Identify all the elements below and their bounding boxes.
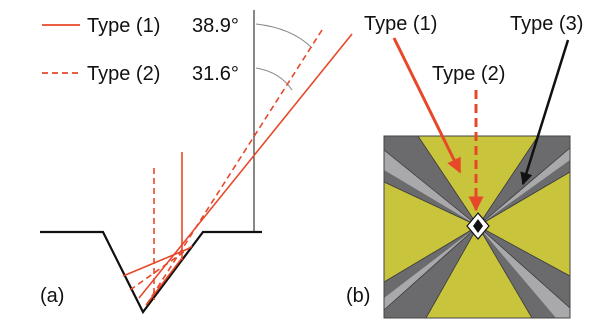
angle-arc-type-2 (255, 67, 293, 91)
v-groove-outline (40, 230, 262, 315)
label-type-1: Type (1) (364, 13, 437, 35)
ray-type-2-reflected (129, 243, 196, 291)
panel-a: Type (1) 38.9° Type (2) 31.6° (a) (40, 10, 353, 315)
arrow-type-1 (392, 37, 462, 174)
angle-arc-type-1 (255, 23, 313, 49)
center-aperture-inner (473, 219, 483, 233)
label-type-3: Type (3) (510, 13, 583, 35)
panel-a-label: (a) (40, 285, 64, 307)
yellow-sector-bottom (426, 226, 532, 318)
yellow-sector-left (384, 182, 478, 282)
yellow-sector-right (478, 172, 570, 276)
ray-type-1-reflected (122, 247, 191, 277)
panel-b: Type (1) Type (2) Type (3) (b) (346, 13, 583, 319)
label-type-2: Type (2) (432, 63, 505, 85)
legend-type-1-angle: 38.9° (192, 15, 239, 37)
legend-type-2-label: Type (2) (87, 63, 160, 85)
gray-light-sector-bottom-right (478, 226, 570, 318)
legend-type-1-label: Type (1) (87, 15, 160, 37)
arrow-type-3 (520, 39, 570, 186)
ray-type-1-inner (145, 257, 183, 306)
ray-type-1-incident (138, 33, 353, 299)
ray-type-2-incident (146, 29, 323, 305)
sector-boundaries (383, 135, 571, 319)
legend-type-2-angle: 31.6° (192, 63, 239, 85)
panel-b-label: (b) (346, 285, 370, 307)
